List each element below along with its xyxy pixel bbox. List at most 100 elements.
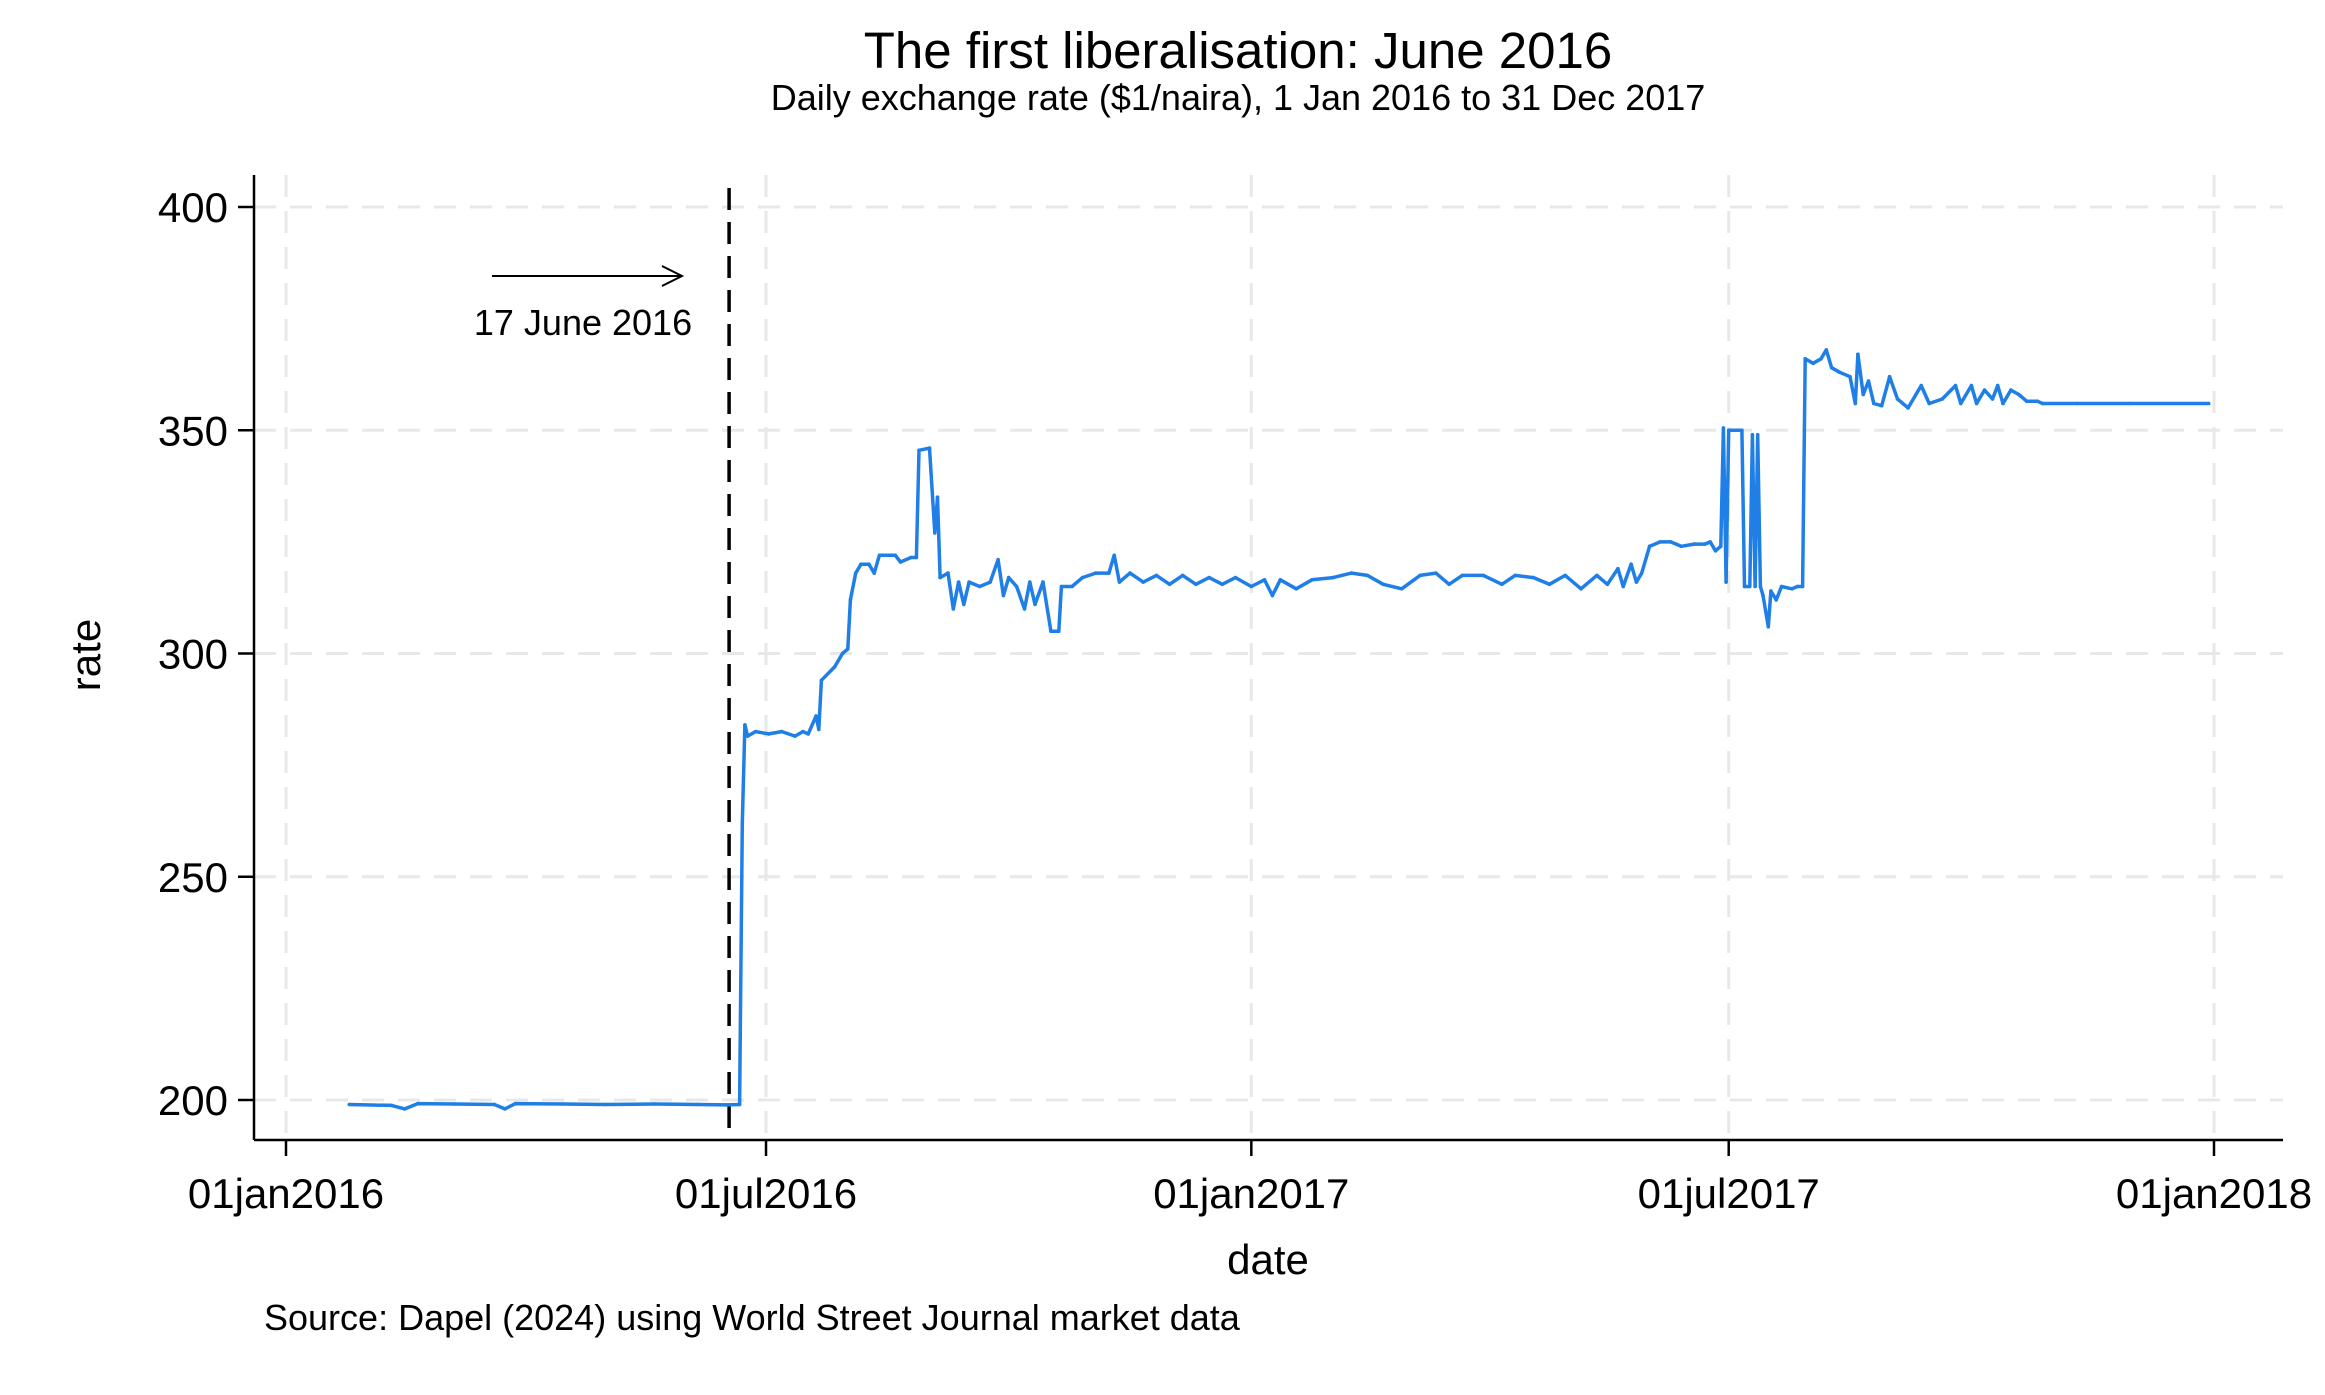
data-point (1033, 602, 1037, 607)
data-point (503, 1107, 507, 1111)
data-point (1220, 582, 1225, 587)
x-tick-label: 01jan2016 (188, 1170, 384, 1217)
data-point (766, 732, 771, 736)
data-point (753, 729, 758, 734)
data-point (1112, 553, 1116, 558)
data-point (848, 598, 853, 602)
data-point (1969, 383, 1974, 388)
data-point (1028, 580, 1032, 584)
data-point (2009, 388, 2013, 392)
data-point (951, 607, 956, 611)
x-tick-label: 01jan2018 (2116, 1170, 2312, 1217)
data-point (1811, 361, 1815, 366)
data-point (1974, 401, 1979, 406)
data-point (1117, 580, 1122, 584)
data-point (1563, 573, 1567, 578)
data-point (877, 553, 882, 558)
data-point (1990, 397, 1995, 401)
data-point (832, 665, 837, 669)
data-point (492, 1102, 497, 1107)
data-point (1481, 573, 1486, 578)
data-point (1866, 379, 1871, 383)
data-point (743, 723, 747, 727)
data-point (347, 1102, 352, 1107)
data-point (1616, 566, 1620, 571)
data-point (1748, 584, 1752, 589)
series-line (349, 348, 2209, 1111)
data-point (988, 580, 992, 584)
data-point (389, 1103, 394, 1108)
data-point (1460, 573, 1465, 578)
data-point (859, 562, 863, 566)
x-tick-label: 01jul2017 (1638, 1170, 1820, 1217)
x-tick-label: 01jul2016 (675, 1170, 857, 1217)
data-point (2017, 392, 2021, 397)
data-point (1848, 374, 1852, 379)
data-point (1795, 584, 1800, 589)
data-point (1906, 406, 1910, 410)
data-point (1154, 573, 1159, 578)
data-point (1331, 575, 1335, 580)
data-point (1059, 584, 1064, 589)
data-point (917, 448, 921, 453)
data-point (801, 729, 805, 734)
data-point (1919, 383, 1923, 388)
data-point (967, 580, 971, 584)
data-point (724, 1103, 729, 1107)
data-point (561, 1102, 565, 1106)
data-point (1349, 571, 1354, 575)
data-point (1982, 388, 1987, 392)
data-point (1418, 573, 1422, 578)
data-point (2206, 401, 2211, 406)
data-point (1753, 584, 1757, 589)
data-point (1927, 401, 1931, 406)
event-label: 17 June 2016 (474, 302, 692, 343)
data-point (2024, 399, 2029, 404)
data-point (1779, 584, 1784, 589)
data-point (819, 678, 824, 683)
data-point (2001, 401, 2005, 406)
data-point (1713, 549, 1718, 553)
event-annotation: 17 June 2016 (474, 188, 731, 1140)
data-point (1819, 357, 1823, 361)
y-tick-label: 250 (158, 854, 228, 901)
y-tick-label: 400 (158, 184, 228, 231)
data-point (946, 571, 950, 575)
data-point (1879, 403, 1884, 408)
data-point (1194, 582, 1198, 587)
data-point (909, 555, 913, 560)
data-point (1595, 573, 1599, 578)
data-point (1310, 578, 1314, 582)
x-axis-title: date (1227, 1236, 1309, 1283)
data-point (1057, 629, 1061, 633)
data-point (1434, 571, 1438, 575)
data-point (1233, 575, 1238, 580)
data-point (1959, 401, 1963, 406)
event-arrowhead (661, 265, 685, 287)
data-point (1895, 397, 1900, 401)
data-point (1887, 374, 1892, 379)
data-point (1381, 582, 1385, 587)
data-point (898, 560, 903, 564)
chart-title: The first liberalisation: June 2016 (864, 22, 1612, 79)
data-point (1022, 607, 1027, 611)
data-point (1014, 584, 1019, 589)
data-point (962, 602, 966, 607)
data-point (1766, 624, 1771, 629)
y-tick-label: 200 (158, 1077, 228, 1124)
data-point (1080, 575, 1085, 580)
data-point (1605, 582, 1610, 587)
data-point (1270, 593, 1275, 598)
data-point (1824, 348, 1829, 352)
data-point (872, 571, 876, 575)
data-point (695, 1102, 700, 1107)
data-point (2035, 399, 2040, 404)
data-point (1513, 573, 1517, 578)
data-point (1769, 589, 1773, 593)
data-point (927, 446, 932, 450)
data-point (1207, 575, 1211, 580)
data-point (846, 647, 850, 651)
data-point (1726, 428, 1731, 433)
data-point (956, 580, 961, 584)
data-point (1365, 573, 1370, 578)
